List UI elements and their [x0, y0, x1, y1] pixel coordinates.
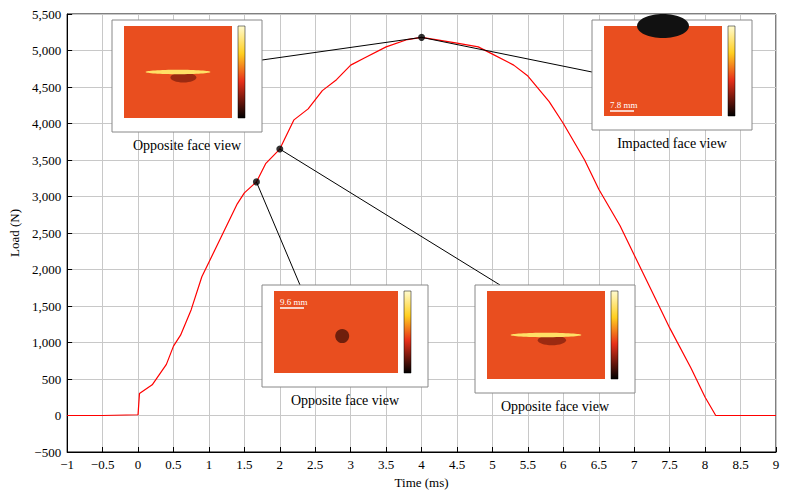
svg-text:5,000: 5,000 — [32, 43, 61, 58]
svg-text:0: 0 — [135, 457, 142, 472]
svg-text:−0.5: −0.5 — [91, 457, 115, 472]
svg-text:5: 5 — [489, 457, 496, 472]
svg-text:8.5: 8.5 — [732, 457, 748, 472]
svg-text:Opposite face view: Opposite face view — [501, 399, 610, 414]
svg-text:5.5: 5.5 — [520, 457, 536, 472]
svg-text:4,000: 4,000 — [32, 116, 61, 131]
svg-text:7: 7 — [631, 457, 638, 472]
svg-text:2,500: 2,500 — [32, 226, 61, 241]
svg-text:1,500: 1,500 — [32, 299, 61, 314]
svg-text:7.5: 7.5 — [662, 457, 678, 472]
svg-text:4.5: 4.5 — [449, 457, 465, 472]
svg-text:1: 1 — [206, 457, 213, 472]
svg-text:500: 500 — [42, 372, 62, 387]
svg-text:7.8 mm: 7.8 mm — [610, 100, 638, 110]
svg-text:6.5: 6.5 — [591, 457, 607, 472]
svg-text:Impacted face view: Impacted face view — [617, 136, 727, 151]
svg-text:−1: −1 — [60, 457, 74, 472]
svg-text:1,000: 1,000 — [32, 335, 61, 350]
svg-text:0.5: 0.5 — [165, 457, 181, 472]
svg-text:Time (ms): Time (ms) — [395, 475, 449, 490]
svg-text:1.5: 1.5 — [236, 457, 252, 472]
svg-text:6: 6 — [560, 457, 567, 472]
svg-text:3: 3 — [347, 457, 354, 472]
svg-text:−500: −500 — [34, 445, 61, 460]
svg-text:Opposite face view: Opposite face view — [291, 393, 400, 408]
svg-text:4,500: 4,500 — [32, 80, 61, 95]
svg-text:2.5: 2.5 — [307, 457, 323, 472]
svg-text:5,500: 5,500 — [32, 7, 61, 22]
svg-text:4: 4 — [418, 457, 425, 472]
svg-text:Load (N): Load (N) — [7, 209, 22, 257]
svg-text:2,000: 2,000 — [32, 262, 61, 277]
svg-text:3,500: 3,500 — [32, 153, 61, 168]
svg-text:9: 9 — [773, 457, 780, 472]
svg-text:0: 0 — [55, 408, 62, 423]
svg-text:2: 2 — [277, 457, 284, 472]
svg-text:Opposite face view: Opposite face view — [133, 138, 242, 153]
svg-text:3.5: 3.5 — [378, 457, 394, 472]
svg-text:9.6 mm: 9.6 mm — [280, 297, 308, 307]
svg-text:3,000: 3,000 — [32, 189, 61, 204]
svg-text:8: 8 — [702, 457, 709, 472]
